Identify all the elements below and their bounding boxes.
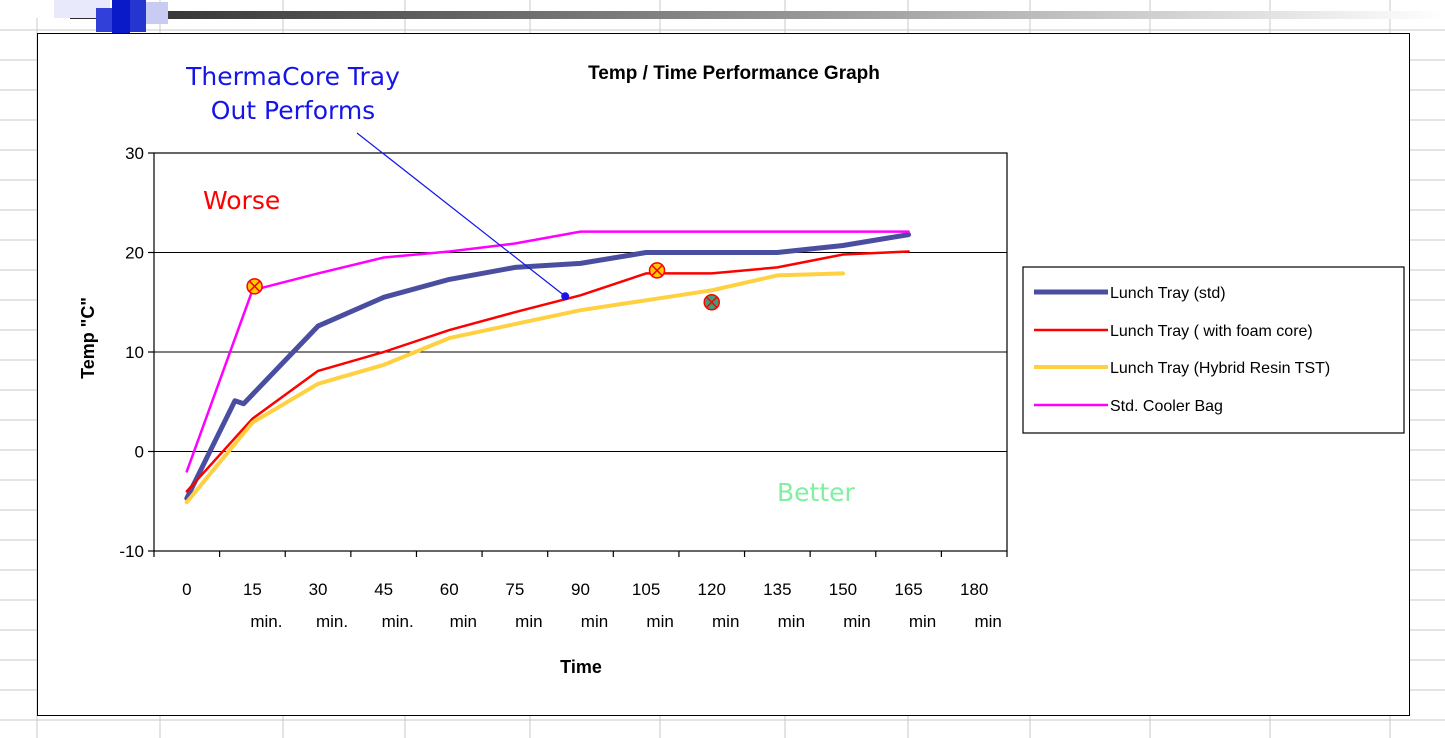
callout-text-line1: ThermaCore Tray (185, 62, 400, 91)
axes: -10 0 10 20 30 0 15 min. 30 min. 45 min. 60 min 75 min 9… (119, 144, 1008, 631)
y-tick-label: 20 (125, 244, 144, 263)
callout-text-line2: Out Performs (211, 96, 375, 125)
x-tick-label-unit: min (909, 612, 936, 631)
marker-cross (706, 296, 718, 308)
callout-point (561, 292, 570, 301)
series-line-1 (184, 232, 912, 501)
x-tick-label: 60 (440, 580, 459, 599)
y-tick-label: 0 (135, 443, 144, 462)
series-layer (184, 230, 912, 505)
x-tick-label: 120 (698, 580, 726, 599)
x-tick-label-unit: min (778, 612, 805, 631)
circled-x-marker (246, 278, 263, 295)
better-label: Better (777, 478, 856, 507)
x-tick-label: 180 (960, 580, 988, 599)
x-tick-label-unit: min (646, 612, 673, 631)
circled-x-marker (703, 294, 720, 311)
y-axis-title: Temp "C" (78, 297, 98, 379)
x-tick-label-unit: min (581, 612, 608, 631)
x-tick-label: 90 (571, 580, 590, 599)
legend-label-4: Std. Cooler Bag (1110, 398, 1223, 415)
x-tick-label-unit: min (843, 612, 870, 631)
series-line-4 (185, 230, 910, 473)
series-line-3 (184, 271, 845, 505)
x-tick-label-unit: min (515, 612, 542, 631)
x-tick-label: 105 (632, 580, 660, 599)
y-tick-label: 30 (125, 144, 144, 163)
legend-label-2: Lunch Tray ( with foam core) (1110, 323, 1313, 340)
legend-label-1: Lunch Tray (std) (1110, 285, 1226, 302)
x-tick-label: 45 (374, 580, 393, 599)
x-tick-label-unit: min. (382, 612, 414, 631)
x-tick-label-unit: min (712, 612, 739, 631)
x-tick-label-unit: min (974, 612, 1001, 631)
marker-cross (249, 280, 261, 292)
series-line-2 (185, 250, 910, 493)
y-tick-label: 10 (125, 343, 144, 362)
x-tick-label-unit: min (450, 612, 477, 631)
x-tick-label: 150 (829, 580, 857, 599)
x-tick-label-unit: min. (316, 612, 348, 631)
x-tick-label: 30 (309, 580, 328, 599)
marker-layer (246, 262, 720, 311)
x-tick-label-unit: min. (250, 612, 282, 631)
x-tick-label: 15 (243, 580, 262, 599)
x-tick-label: 75 (505, 580, 524, 599)
x-tick-label: 0 (182, 580, 191, 599)
x-tick-label: 165 (894, 580, 922, 599)
x-axis-title: Time (560, 657, 602, 677)
callout-leader-line (356, 132, 566, 297)
legend-label-3: Lunch Tray (Hybrid Resin TST) (1110, 360, 1330, 377)
chart-title: Temp / Time Performance Graph (588, 63, 880, 84)
x-tick-label: 135 (763, 580, 791, 599)
y-tick-label: -10 (119, 542, 144, 561)
worse-label: Worse (203, 186, 280, 215)
legend-items: Lunch Tray (std) Lunch Tray ( with foam c… (1034, 285, 1330, 415)
circled-x-marker (648, 262, 666, 279)
legend: Lunch Tray (std) Lunch Tray ( with foam c… (1022, 266, 1405, 434)
marker-cross (651, 264, 663, 276)
